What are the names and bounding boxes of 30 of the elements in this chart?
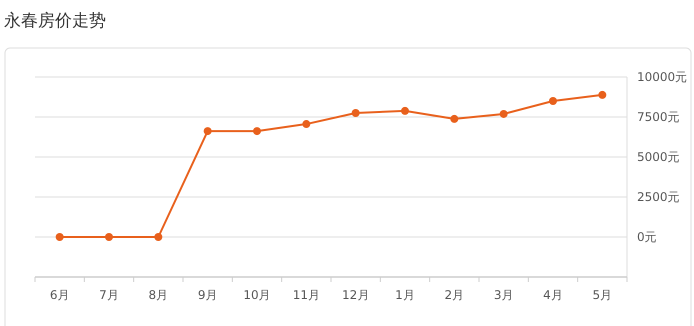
x-tick-label: 7月	[99, 288, 119, 302]
point	[56, 233, 64, 241]
point	[302, 120, 310, 128]
x-tick-label: 4月	[543, 288, 563, 302]
y-tick-label: 0元	[637, 230, 657, 244]
x-tick-label: 8月	[148, 288, 168, 302]
y-tick-label: 7500元	[637, 110, 680, 124]
point	[352, 109, 360, 117]
point	[500, 110, 508, 118]
y-tick-label: 5000元	[637, 150, 680, 164]
x-tick-label: 6月	[50, 288, 70, 302]
point	[253, 127, 261, 136]
point	[598, 90, 606, 99]
point	[105, 233, 113, 241]
x-tick-label: 10月	[243, 288, 271, 302]
point	[204, 127, 212, 136]
x-tick-label: 12月	[342, 288, 370, 302]
x-tick-label: 3月	[494, 288, 514, 302]
x-tick-label: 2月	[444, 288, 464, 302]
x-tick-label: 9月	[198, 288, 218, 302]
x-tick-label: 1月	[395, 288, 415, 302]
point	[549, 97, 557, 105]
point	[450, 114, 458, 123]
chart-title: 永春房价走势	[4, 11, 106, 31]
y-tick-label: 2500元	[637, 190, 680, 204]
y-tick-label: 10000元	[637, 70, 688, 84]
x-tick-label: 11月	[292, 288, 320, 302]
point	[401, 106, 409, 115]
x-tick-label: 5月	[592, 288, 612, 302]
point	[154, 233, 162, 241]
